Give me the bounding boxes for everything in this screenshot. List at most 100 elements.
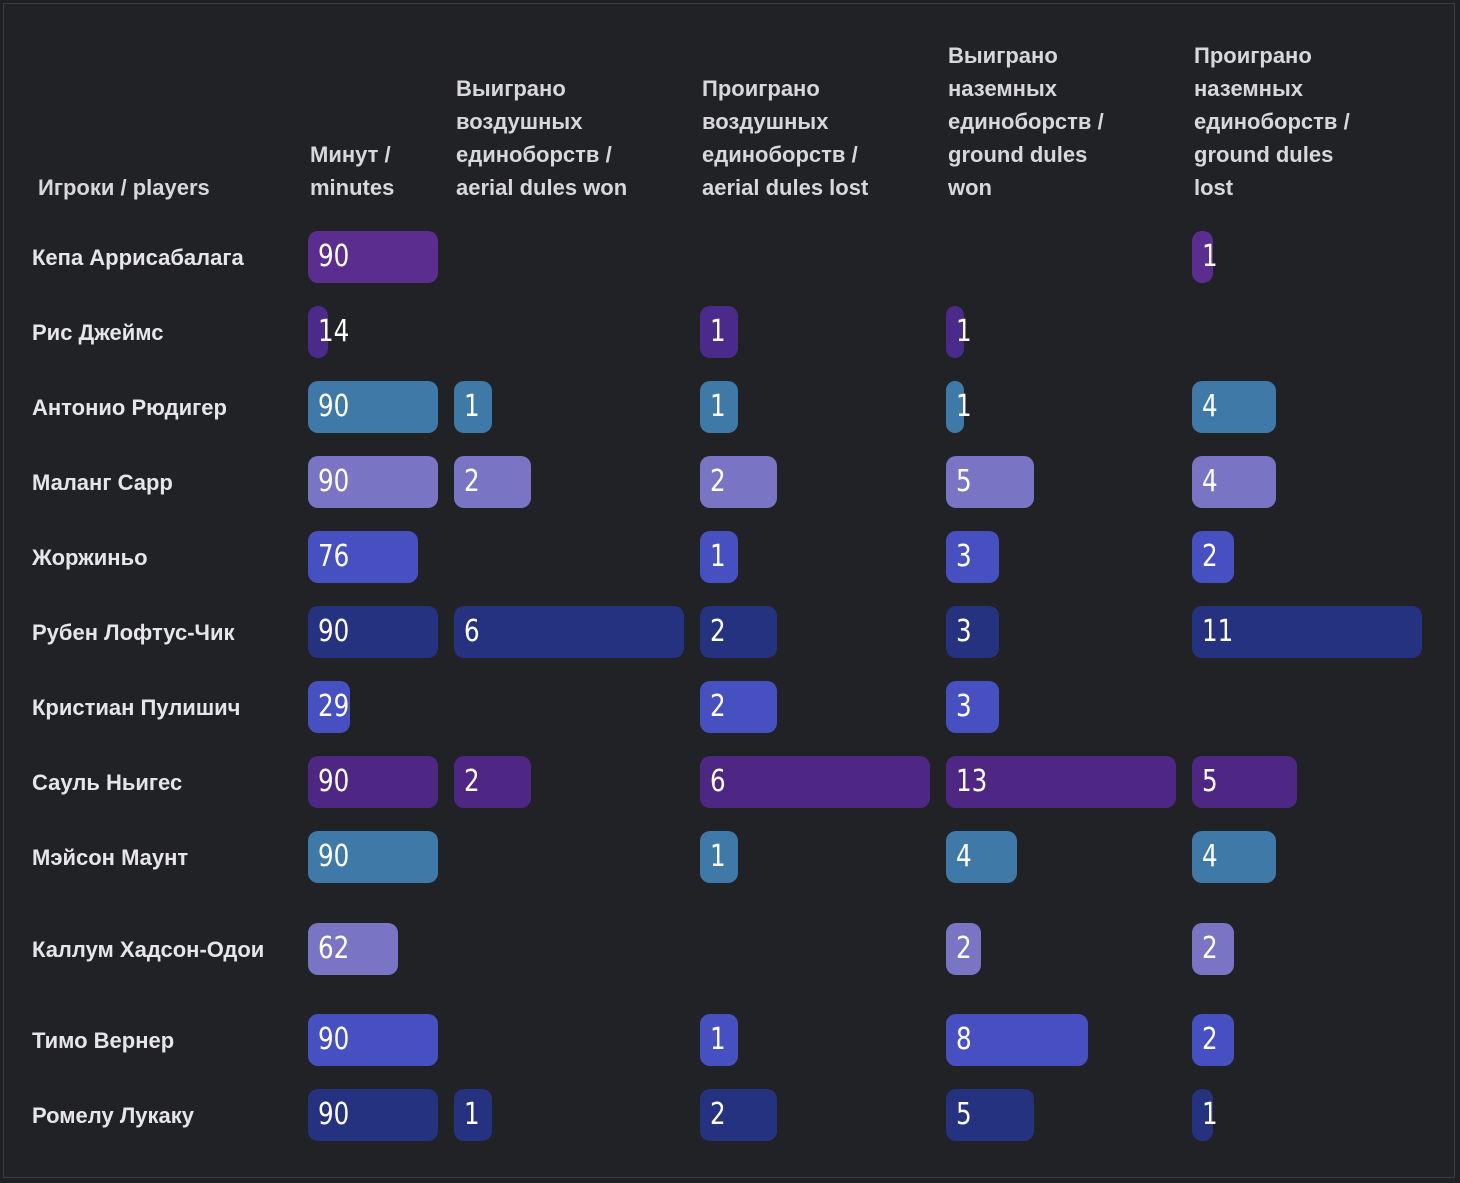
player-name: Тимо Вернер: [32, 1027, 175, 1053]
bar-aerial_lost: [700, 1089, 777, 1141]
value-label-ground_lost: 2: [1202, 1022, 1218, 1057]
value-label-ground_lost: 4: [1202, 389, 1218, 424]
value-label-ground_won: 1: [956, 314, 972, 349]
value-label-ground_lost: 1: [1202, 239, 1218, 274]
value-label-ground_won: 3: [956, 689, 972, 724]
bar-minutes: [308, 306, 328, 358]
value-label-aerial_lost: 1: [710, 839, 726, 874]
player-name: Кристиан Пулишич: [32, 694, 241, 720]
bar-minutes: [308, 231, 438, 283]
column-header-ground_lost: Проиграно наземных единоборств / ground …: [1194, 43, 1350, 200]
bar-aerial_won: [454, 756, 531, 808]
value-label-aerial_won: 2: [464, 464, 480, 499]
value-label-minutes: 62: [318, 931, 350, 966]
value-label-aerial_won: 2: [464, 764, 480, 799]
chart-frame: Игроки / players Минут / minutes Выиграно…: [3, 3, 1455, 1178]
bar-aerial_won: [454, 456, 531, 508]
bar-ground_won: [946, 831, 1017, 883]
value-label-aerial_won: 1: [464, 1097, 480, 1132]
bar-ground_won: [946, 381, 964, 433]
bar-aerial_lost: [700, 381, 738, 433]
value-label-ground_lost: 5: [1202, 764, 1218, 799]
bar-ground_won: [946, 756, 1176, 808]
column-header-ground_won: Выиграно наземных единоборств / ground d…: [948, 43, 1104, 200]
value-label-aerial_lost: 1: [710, 314, 726, 349]
value-label-ground_won: 13: [956, 764, 988, 799]
value-label-minutes: 90: [318, 614, 350, 649]
value-label-ground_lost: 2: [1202, 539, 1218, 574]
value-label-ground_lost: 4: [1202, 464, 1218, 499]
value-label-minutes: 90: [318, 239, 350, 274]
value-label-ground_won: 4: [956, 839, 972, 874]
bar-ground_lost: [1192, 456, 1276, 508]
bar-minutes: [308, 756, 438, 808]
value-label-minutes: 90: [318, 764, 350, 799]
value-label-minutes: 29: [318, 689, 350, 724]
column-header-minutes: Минут / minutes: [310, 142, 395, 200]
value-label-aerial_lost: 2: [710, 689, 726, 724]
bar-aerial_lost: [700, 606, 777, 658]
bar-minutes: [308, 456, 438, 508]
value-label-minutes: 14: [318, 314, 350, 349]
player-name: Мэйсон Маунт: [32, 844, 189, 870]
bar-minutes: [308, 606, 438, 658]
players-header: Игроки / players: [38, 175, 210, 200]
value-label-minutes: 90: [318, 464, 350, 499]
value-label-minutes: 90: [318, 389, 350, 424]
value-label-ground_won: 2: [956, 931, 972, 966]
bar-ground_won: [946, 306, 964, 358]
bar-ground_lost: [1192, 831, 1276, 883]
value-label-aerial_lost: 6: [710, 764, 726, 799]
player-name: Рис Джеймс: [32, 319, 164, 345]
bar-ground_won: [946, 456, 1034, 508]
value-label-ground_lost: 11: [1202, 614, 1234, 649]
bar-aerial_won: [454, 1089, 492, 1141]
bar-ground_won: [946, 1089, 1034, 1141]
player-name: Рубен Лофтус-Чик: [32, 619, 235, 645]
value-label-minutes: 76: [318, 539, 350, 574]
bar-ground_lost: [1192, 531, 1234, 583]
bar-aerial_won: [454, 381, 492, 433]
value-label-aerial_lost: 2: [710, 614, 726, 649]
bar-aerial_lost: [700, 1014, 738, 1066]
value-label-aerial_lost: 2: [710, 464, 726, 499]
value-label-ground_won: 5: [956, 464, 972, 499]
player-name: Каллум Хадсон-Одои: [32, 936, 265, 962]
bar-ground_lost: [1192, 231, 1213, 283]
value-label-ground_won: 5: [956, 1097, 972, 1132]
value-label-aerial_won: 6: [464, 614, 480, 649]
bar-ground_lost: [1192, 1014, 1234, 1066]
column-header-aerial_won: Выиграно воздушных единоборств / aerial …: [456, 76, 628, 200]
bar-aerial_won: [454, 606, 684, 658]
bar-ground_lost: [1192, 381, 1276, 433]
column-header-aerial_lost: Проиграно воздушных единоборств / aerial…: [702, 76, 869, 200]
bar-minutes: [308, 831, 438, 883]
bar-aerial_lost: [700, 531, 738, 583]
value-label-minutes: 90: [318, 1022, 350, 1057]
player-name: Антонио Рюдигер: [32, 394, 227, 420]
value-label-aerial_lost: 2: [710, 1097, 726, 1132]
value-label-aerial_lost: 1: [710, 539, 726, 574]
value-label-ground_won: 3: [956, 539, 972, 574]
value-label-ground_lost: 1: [1202, 1097, 1218, 1132]
bar-aerial_lost: [700, 456, 777, 508]
bar-aerial_lost: [700, 306, 738, 358]
bar-ground_won: [946, 923, 981, 975]
bar-aerial_lost: [700, 756, 930, 808]
value-label-aerial_won: 1: [464, 389, 480, 424]
bar-minutes: [308, 1014, 438, 1066]
value-label-ground_lost: 2: [1202, 931, 1218, 966]
value-label-aerial_lost: 1: [710, 389, 726, 424]
bar-minutes: [308, 923, 398, 975]
player-name: Жоржиньо: [32, 544, 148, 570]
value-label-ground_lost: 4: [1202, 839, 1218, 874]
player-name: Ромелу Лукаку: [32, 1102, 194, 1128]
bar-ground_lost: [1192, 1089, 1213, 1141]
value-label-ground_won: 8: [956, 1022, 972, 1057]
bar-ground_won: [946, 681, 999, 733]
player-name: Сауль Ньигес: [32, 769, 183, 795]
bar-ground_won: [946, 606, 999, 658]
bar-ground_won: [946, 531, 999, 583]
bar-ground_won: [946, 1014, 1088, 1066]
bar-minutes: [308, 381, 438, 433]
